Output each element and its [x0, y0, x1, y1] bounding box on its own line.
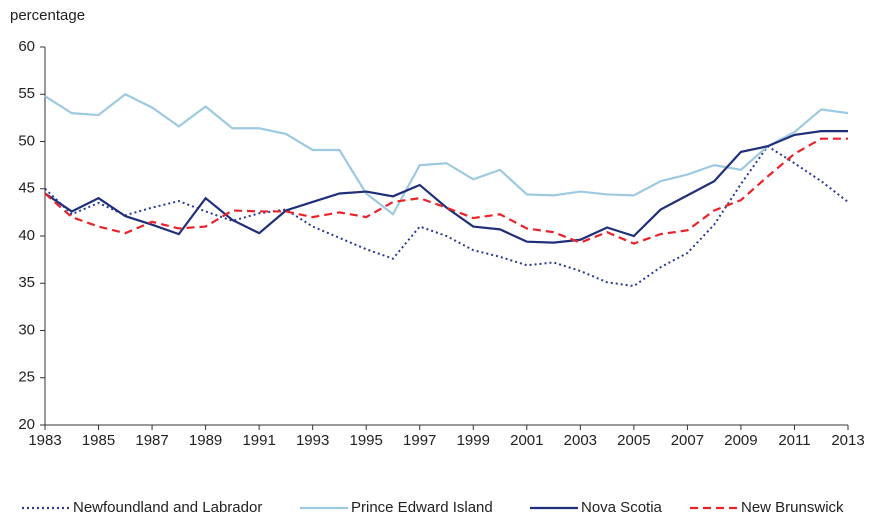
x-tick-label: 2005	[617, 432, 650, 449]
x-tick-label: 1993	[296, 432, 329, 449]
x-tick-label: 1983	[28, 432, 61, 449]
x-tick-label: 1989	[189, 432, 222, 449]
legend-label: New Brunswick	[741, 499, 844, 516]
x-tick-label: 2009	[724, 432, 757, 449]
x-tick-label: 2013	[831, 432, 864, 449]
y-tick-label: 35	[18, 274, 35, 291]
y-tick-label: 25	[18, 369, 35, 386]
y-tick-label: 50	[18, 132, 35, 149]
x-tick-label: 1985	[82, 432, 115, 449]
legend-label: Prince Edward Island	[351, 499, 493, 516]
x-tick-label: 1987	[135, 432, 168, 449]
series-line	[44, 144, 849, 288]
series-line	[44, 137, 848, 245]
y-tick-label: 55	[18, 85, 35, 102]
y-tick-label: 60	[18, 38, 35, 55]
x-tick-label: 1997	[403, 432, 436, 449]
y-tick-label: 40	[18, 227, 35, 244]
legend-label: Newfoundland and Labrador	[73, 499, 262, 516]
y-axis-label: percentage	[10, 7, 85, 24]
x-tick-label: 1999	[457, 432, 490, 449]
y-tick-label: 45	[18, 180, 35, 197]
x-tick-label: 2001	[510, 432, 543, 449]
series-line	[44, 130, 848, 244]
x-tick-label: 2011	[778, 432, 810, 449]
series-line	[44, 92, 849, 216]
y-tick-label: 20	[18, 416, 35, 433]
x-tick-label: 2003	[564, 432, 597, 449]
x-tick-label: 1991	[242, 432, 275, 449]
x-tick-label: 2007	[671, 432, 704, 449]
y-tick-label: 30	[18, 321, 35, 338]
x-tick-label: 1995	[350, 432, 383, 449]
legend-label: Nova Scotia	[581, 499, 663, 516]
